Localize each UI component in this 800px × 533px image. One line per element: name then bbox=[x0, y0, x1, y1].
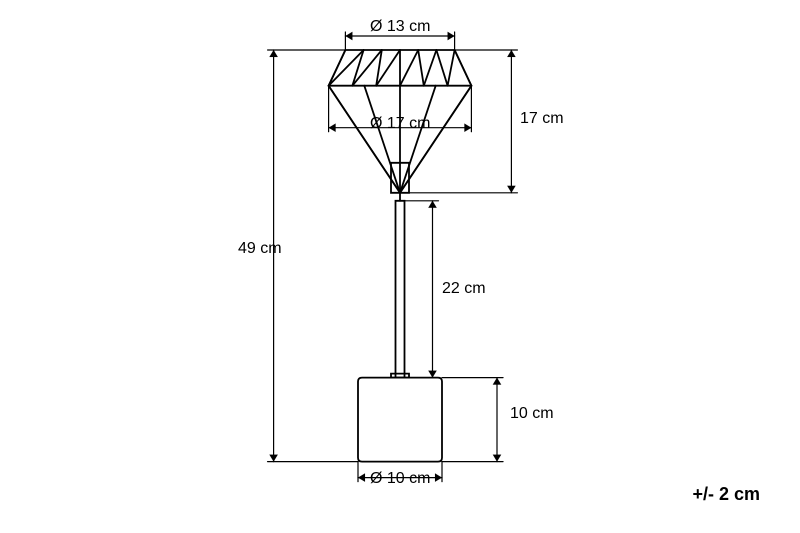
label-stem-h: 22 cm bbox=[442, 280, 486, 298]
label-total-h: 49 cm bbox=[238, 240, 282, 258]
label-shade-h: 17 cm bbox=[520, 110, 564, 128]
lamp-dimension-diagram bbox=[0, 0, 800, 533]
label-widest-dia: Ø 17 cm bbox=[370, 115, 430, 133]
label-base-dia: Ø 10 cm bbox=[370, 470, 430, 488]
label-tolerance: +/- 2 cm bbox=[692, 484, 760, 505]
label-top-dia: Ø 13 cm bbox=[370, 18, 430, 36]
label-base-h: 10 cm bbox=[510, 405, 554, 423]
